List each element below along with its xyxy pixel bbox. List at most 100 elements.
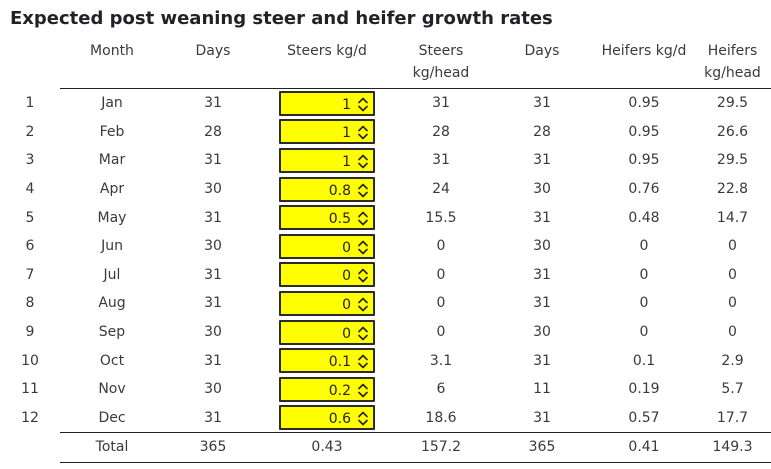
steers-kgd-cell: 0.8	[262, 175, 392, 204]
month-cell: Jan	[101, 95, 123, 112]
month-cell: Dec	[98, 409, 126, 426]
header-days-heifers: Days	[490, 40, 594, 89]
heifers-kgd-cell: 0	[639, 295, 649, 312]
steers-kgd-value: 0	[342, 239, 351, 256]
days-heifers-cell: 30	[533, 181, 551, 198]
row-index: 5	[25, 209, 35, 226]
row-index: 7	[25, 266, 35, 283]
header-steers-kghead-line1: Steers	[418, 43, 464, 59]
days-heifers-cell: 31	[533, 152, 551, 169]
steers-kgd-cell: 0.2	[262, 375, 392, 404]
row-index: 6	[25, 238, 35, 255]
table-row: 11 Nov 30 0.2 6 11 0.19 5.7	[0, 375, 771, 404]
spinner-arrows-icon[interactable]	[357, 182, 369, 198]
spinner-arrows-icon[interactable]	[357, 210, 369, 226]
steers-kghead-cell: 31	[432, 152, 450, 169]
heifers-kgd-cell: 0.1	[632, 352, 656, 369]
steers-kgd-value: 0	[342, 325, 351, 342]
spinner-arrows-icon[interactable]	[357, 239, 369, 255]
spinner-arrows-icon[interactable]	[357, 296, 369, 312]
heifers-kgd-cell: 0	[639, 238, 649, 255]
spinner-arrows-icon[interactable]	[357, 353, 369, 369]
steers-kgd-cell: 0.1	[262, 346, 392, 375]
heifers-kgd-cell: 0	[639, 324, 649, 341]
heifers-kghead-cell: 0	[728, 238, 737, 255]
steers-kgd-input[interactable]: 0	[279, 262, 375, 288]
month-cell: Aug	[98, 295, 126, 312]
steers-kgd-input[interactable]: 1	[279, 90, 375, 116]
heifers-kgd-cell: 0.19	[628, 381, 660, 398]
steers-kgd-value: 0.1	[328, 354, 351, 371]
steers-kghead-cell: 0	[436, 238, 446, 255]
table-row: 2 Feb 28 1 28 28 0.95 26.6	[0, 118, 771, 147]
page-title: Expected post weaning steer and heifer g…	[10, 8, 553, 29]
month-cell: Jun	[101, 238, 123, 255]
steers-kgd-cell: 1	[262, 146, 392, 175]
steers-kgd-cell: 0.6	[262, 404, 392, 433]
steers-kgd-input[interactable]: 1	[279, 147, 375, 173]
spinner-arrows-icon[interactable]	[357, 410, 369, 426]
table-row: 5 May 31 0.5 15.5 31 0.48 14.7	[0, 203, 771, 232]
header-month: Month	[60, 40, 164, 89]
table-header-row: Month Days Steers kg/d Steers kg/head Day…	[0, 40, 771, 89]
spinner-arrows-icon[interactable]	[357, 96, 369, 112]
month-cell: Nov	[98, 381, 126, 398]
steers-kgd-input[interactable]: 0.5	[279, 205, 375, 231]
steers-kgd-cell: 0.5	[262, 203, 392, 232]
steers-kgd-input[interactable]: 0.2	[279, 376, 375, 402]
table-row: 6 Jun 30 0 0 30 0 0	[0, 232, 771, 261]
spinner-arrows-icon[interactable]	[357, 153, 369, 169]
total-days-heifers: 365	[490, 432, 594, 463]
heifers-kgd-cell: 0.57	[628, 409, 660, 426]
row-index: 10	[21, 352, 39, 369]
row-index: 1	[25, 95, 35, 112]
steers-kgd-input[interactable]: 1	[279, 119, 375, 145]
steers-kghead-cell: 3.1	[429, 352, 453, 369]
days-heifers-cell: 31	[533, 266, 551, 283]
days-cell: 30	[204, 238, 222, 255]
total-steers-kgd: 0.43	[262, 432, 392, 463]
steers-kgd-input[interactable]: 0	[279, 319, 375, 345]
table-body: 1 Jan 31 1 31 31 0.95 29.5 2 Feb 28 1 28 28 0.95 26.6 3 M…	[0, 89, 771, 433]
steers-kgd-input[interactable]: 0.6	[279, 405, 375, 431]
heifers-kgd-cell: 0	[639, 266, 649, 283]
spinner-arrows-icon[interactable]	[357, 325, 369, 341]
steers-kghead-cell: 0	[436, 266, 446, 283]
row-index: 8	[25, 295, 35, 312]
days-cell: 30	[204, 381, 222, 398]
days-heifers-cell: 11	[533, 381, 551, 398]
steers-kghead-cell: 31	[432, 95, 450, 112]
table-row: 10 Oct 31 0.1 3.1 31 0.1 2.9	[0, 346, 771, 375]
header-index	[0, 40, 60, 89]
steers-kghead-cell: 6	[436, 381, 446, 398]
row-index: 12	[21, 410, 39, 427]
steers-kghead-cell: 24	[432, 181, 450, 198]
steers-kgd-input[interactable]: 0.1	[279, 348, 375, 374]
steers-kgd-input[interactable]: 0	[279, 233, 375, 259]
days-heifers-cell: 30	[533, 324, 551, 341]
header-heifers-kgd: Heifers kg/d	[594, 40, 694, 89]
days-cell: 30	[204, 324, 222, 341]
days-cell: 31	[204, 209, 222, 226]
table-row: 4 Apr 30 0.8 24 30 0.76 22.8	[0, 175, 771, 204]
month-cell: Jul	[103, 266, 121, 283]
days-heifers-cell: 31	[533, 209, 551, 226]
steers-kgd-input[interactable]: 0	[279, 290, 375, 316]
spinner-arrows-icon[interactable]	[357, 382, 369, 398]
steers-kghead-cell: 18.6	[425, 409, 457, 426]
spinner-arrows-icon[interactable]	[357, 267, 369, 283]
steers-kgd-value: 0	[342, 268, 351, 285]
total-row: Total 365 0.43 157.2 365 0.41 149.3	[0, 432, 771, 463]
heifers-kgd-cell: 0.48	[628, 209, 660, 226]
spinner-arrows-icon[interactable]	[357, 124, 369, 140]
total-heifers-kgd: 0.41	[594, 432, 694, 463]
table-row: 1 Jan 31 1 31 31 0.95 29.5	[0, 89, 771, 118]
steers-kgd-value: 1	[342, 96, 351, 113]
steers-kgd-value: 0.8	[328, 182, 351, 199]
days-cell: 30	[204, 181, 222, 198]
steers-kgd-input[interactable]: 0.8	[279, 176, 375, 202]
row-index: 11	[21, 381, 39, 398]
days-heifers-cell: 30	[533, 238, 551, 255]
heifers-kghead-cell: 22.8	[716, 181, 749, 198]
heifers-kghead-cell: 26.6	[716, 123, 749, 140]
